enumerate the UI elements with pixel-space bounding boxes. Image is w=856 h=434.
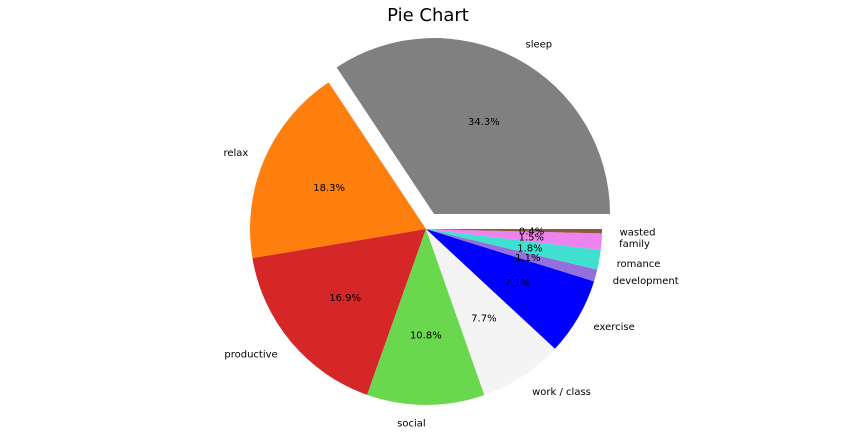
pie-category-label: family — [619, 239, 650, 250]
pie-category-label: development — [613, 276, 679, 287]
pie-percent-label: 1.5% — [519, 233, 544, 244]
pie-percent-label: 7.7% — [471, 313, 496, 324]
pie-percent-labels: 34.3% 18.3% 16.9% 10.8% 7.7% 7.1% 1.1%1.8%1.5%… — [313, 117, 544, 342]
pie-category-label: social — [397, 419, 426, 430]
pie-percent-label: 0.4% — [519, 226, 544, 237]
pie-slice-social — [367, 229, 485, 405]
pie-percent-label: 34.3% — [468, 117, 500, 128]
pie-slices — [249, 38, 611, 405]
pie-category-label: exercise — [594, 322, 635, 333]
pie-slice-sleep — [336, 38, 611, 215]
pie-slice-development — [426, 229, 598, 282]
pie-percent-label: 7.1% — [505, 278, 530, 289]
pie-slice-exercise — [426, 229, 595, 349]
pie-category-label: wasted — [620, 227, 656, 238]
pie-percent-label: 16.9% — [329, 293, 361, 304]
pie-slice-relax — [249, 82, 426, 259]
pie-category-label: work / class — [532, 387, 591, 398]
pie-slice-wasted — [426, 229, 602, 234]
pie-slice-romance — [426, 229, 601, 270]
pie-category-label: sleep — [526, 39, 553, 50]
pie-slice-productive — [252, 229, 426, 395]
pie-slice-family — [426, 229, 602, 250]
pie-category-label: romance — [617, 259, 661, 270]
pie-category-label: productive — [224, 349, 277, 360]
pie-percent-label: 1.1% — [515, 253, 540, 264]
pie-percent-label: 10.8% — [410, 331, 442, 342]
pie-slice-work-class — [426, 229, 555, 396]
pie-percent-label: 18.3% — [313, 183, 345, 194]
pie-category-label: relax — [223, 148, 248, 159]
pie-percent-label: 1.8% — [517, 244, 542, 255]
pie-category-labels: sleep relax productive social work / class ex… — [223, 39, 678, 429]
chart-title: Pie Chart — [387, 5, 469, 26]
